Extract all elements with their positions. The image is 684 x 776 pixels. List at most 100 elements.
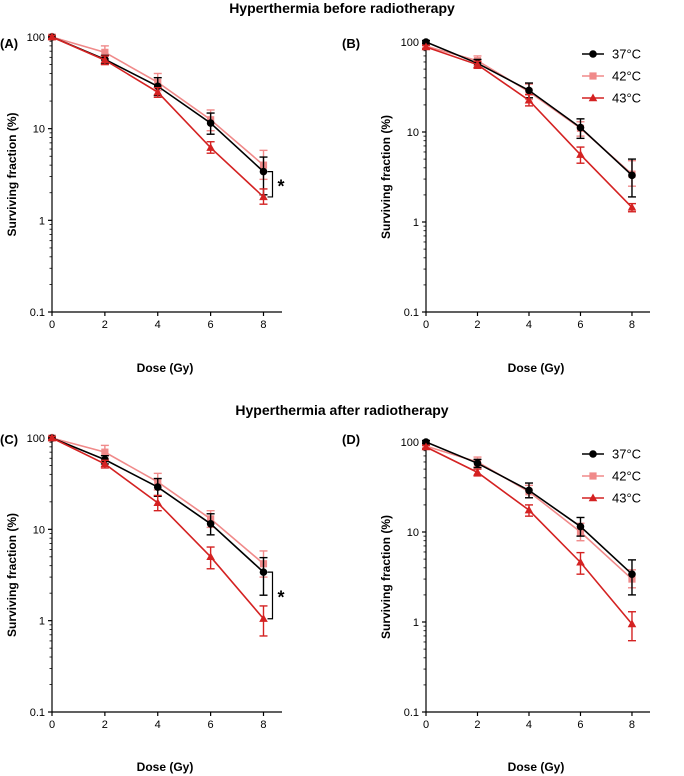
data-point xyxy=(473,459,482,468)
x-tick-label: 2 xyxy=(102,319,108,331)
y-tick-label: 10 xyxy=(33,524,45,536)
x-axis-title: Dose (Gy) xyxy=(508,760,565,774)
y-tick-label: 1 xyxy=(413,617,419,629)
series-43c xyxy=(47,433,268,637)
data-point xyxy=(422,438,430,446)
series-42c xyxy=(422,42,636,187)
panel-label: (D) xyxy=(342,432,360,447)
legend-item-43c: 43°C xyxy=(582,491,641,506)
legend-label: 43°C xyxy=(612,91,641,106)
y-tick-label: 0.1 xyxy=(30,307,45,319)
x-axis-title: Dose (Gy) xyxy=(137,760,194,774)
data-point xyxy=(101,448,109,456)
series-line xyxy=(425,446,633,625)
data-point xyxy=(259,614,268,622)
x-tick-label: 8 xyxy=(260,319,266,331)
data-point xyxy=(100,459,110,468)
y-tick-label: 10 xyxy=(33,124,45,136)
data-point xyxy=(259,568,268,576)
chart-panel-c: (C) 0.1 1 10 100 0 2 4 6 8 Dose (Gy) Surviving frac… xyxy=(0,432,285,774)
legend-item-37c: 37°C xyxy=(582,47,641,62)
y-tick-label: 1 xyxy=(39,616,45,628)
series-line xyxy=(425,46,633,209)
series-37c xyxy=(48,434,268,596)
data-point xyxy=(576,123,585,132)
data-point xyxy=(473,467,482,476)
x-tick-label: 6 xyxy=(577,719,583,731)
data-point xyxy=(422,38,430,46)
series-43c xyxy=(47,32,268,205)
data-point xyxy=(525,86,533,95)
section-title-after: Hyperthermia after radiotherapy xyxy=(235,402,449,418)
chart-panel-b: (B) 0.1 1 10 100 0 2 4 6 8 Dose (Gy) Surviving frac… xyxy=(342,36,650,375)
series-line xyxy=(51,36,265,166)
data-point xyxy=(576,557,585,566)
x-tick-label: 0 xyxy=(423,719,429,731)
legend-label: 37°C xyxy=(612,447,641,462)
y-tick-label: 0.1 xyxy=(404,707,419,719)
data-point xyxy=(628,171,636,180)
data-point xyxy=(525,486,533,495)
series-37c xyxy=(422,438,636,596)
series-43c xyxy=(421,42,637,213)
panel-label: (B) xyxy=(342,36,360,51)
data-point xyxy=(473,60,482,68)
x-tick-label: 4 xyxy=(155,319,161,331)
y-axis-title: Surviving fraction (%) xyxy=(5,112,19,236)
legend-label: 42°C xyxy=(612,69,641,84)
chart-panel-d: (D) 0.1 1 10 100 0 2 4 6 8 Dose (Gy) Surviving frac… xyxy=(342,432,650,774)
x-tick-label: 2 xyxy=(474,719,480,731)
legend-label: 37°C xyxy=(612,47,641,62)
significance-star: * xyxy=(277,176,284,196)
data-point xyxy=(206,552,215,561)
y-axis-title: Surviving fraction (%) xyxy=(5,513,19,637)
legend-item-42c: 42°C xyxy=(582,469,641,484)
legend-label: 42°C xyxy=(612,469,641,484)
series-line xyxy=(425,41,633,176)
y-axis-title: Surviving fraction (%) xyxy=(379,515,393,639)
y-tick-label: 0.1 xyxy=(30,707,45,719)
x-tick-label: 2 xyxy=(474,319,480,331)
y-tick-label: 0.1 xyxy=(404,307,419,319)
x-axis-title: Dose (Gy) xyxy=(137,361,194,375)
x-tick-label: 4 xyxy=(526,319,532,331)
data-point xyxy=(421,42,431,51)
legend-marker xyxy=(589,50,597,58)
y-tick-label: 10 xyxy=(407,527,419,539)
data-point xyxy=(206,143,215,151)
y-tick-label: 100 xyxy=(27,433,45,445)
panel-label: (A) xyxy=(0,36,18,51)
x-tick-label: 0 xyxy=(49,719,55,731)
legend-marker xyxy=(589,472,597,480)
legend-label: 43°C xyxy=(612,491,641,506)
legend-item-37c: 37°C xyxy=(582,447,641,462)
data-point xyxy=(153,87,163,96)
legend-item-42c: 42°C xyxy=(582,69,641,84)
data-point xyxy=(627,202,637,211)
legend-marker xyxy=(588,93,598,102)
x-tick-label: 8 xyxy=(629,719,635,731)
series-line xyxy=(51,437,265,620)
data-point xyxy=(576,150,585,158)
x-tick-label: 8 xyxy=(260,719,266,731)
data-point xyxy=(576,522,585,531)
bracket-line xyxy=(267,171,274,198)
y-tick-label: 100 xyxy=(27,32,45,44)
data-point xyxy=(100,55,110,64)
data-point xyxy=(259,167,268,176)
significance-bracket: * xyxy=(267,171,285,198)
series-43c xyxy=(421,442,637,642)
x-tick-label: 6 xyxy=(208,319,214,331)
x-tick-label: 8 xyxy=(629,319,635,331)
x-tick-label: 6 xyxy=(577,319,583,331)
y-tick-label: 100 xyxy=(401,37,419,49)
series-line xyxy=(51,36,265,198)
x-tick-label: 4 xyxy=(526,719,532,731)
data-point xyxy=(153,483,162,491)
data-point xyxy=(421,442,431,451)
data-point xyxy=(47,433,57,442)
x-tick-label: 4 xyxy=(155,719,161,731)
data-point xyxy=(628,570,636,578)
series-line xyxy=(425,45,633,175)
y-tick-label: 1 xyxy=(39,215,45,227)
